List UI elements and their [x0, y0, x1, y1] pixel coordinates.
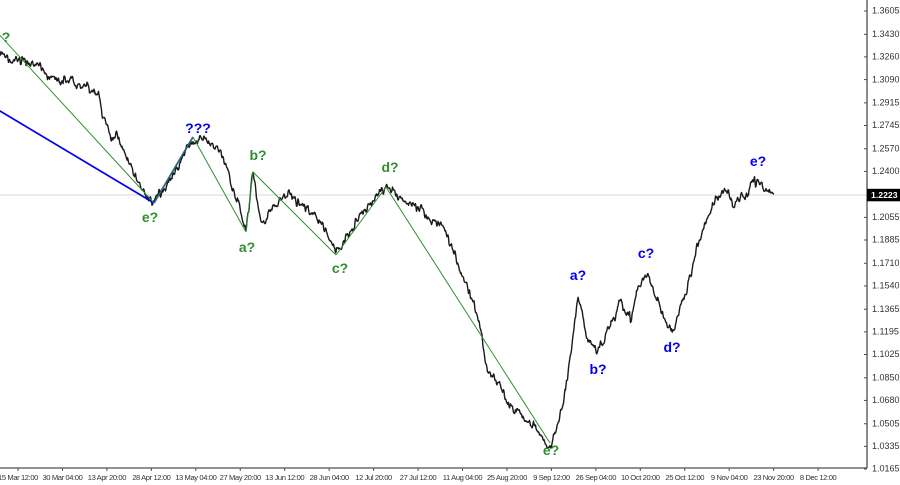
svg-text:1.0850: 1.0850: [872, 373, 900, 383]
svg-text:23 Nov 20:00: 23 Nov 20:00: [753, 473, 794, 482]
svg-text:9 Sep 12:00: 9 Sep 12:00: [533, 473, 570, 482]
svg-text:1.1885: 1.1885: [872, 235, 900, 245]
svg-text:1.2915: 1.2915: [872, 98, 900, 108]
svg-text:?: ?: [2, 29, 11, 45]
svg-text:1.1365: 1.1365: [872, 304, 900, 314]
svg-text:27 Jul 12:00: 27 Jul 12:00: [400, 473, 437, 482]
svg-text:1.0165: 1.0165: [872, 464, 900, 474]
svg-text:d?: d?: [663, 339, 680, 355]
svg-text:a?: a?: [239, 239, 255, 255]
svg-text:1.2570: 1.2570: [872, 144, 900, 154]
svg-text:c?: c?: [332, 260, 348, 276]
svg-text:27 May 20:00: 27 May 20:00: [220, 473, 261, 482]
svg-text:15 Mar 12:00: 15 Mar 12:00: [0, 473, 38, 482]
svg-text:11 Aug 04:00: 11 Aug 04:00: [443, 473, 483, 482]
svg-text:1.0680: 1.0680: [872, 395, 900, 405]
svg-text:25 Oct 12:00: 25 Oct 12:00: [665, 473, 704, 482]
svg-text:1.0505: 1.0505: [872, 418, 900, 428]
svg-text:1.1710: 1.1710: [872, 258, 900, 268]
svg-text:28 Apr 12:00: 28 Apr 12:00: [132, 473, 170, 482]
svg-text:1.1195: 1.1195: [872, 327, 899, 337]
svg-text:1.2223: 1.2223: [871, 190, 898, 200]
svg-text:26 Sep 04:00: 26 Sep 04:00: [576, 473, 617, 482]
svg-text:10 Oct 20:00: 10 Oct 20:00: [621, 473, 660, 482]
svg-text:13 May 04:00: 13 May 04:00: [175, 473, 216, 482]
svg-text:e?: e?: [750, 153, 766, 169]
svg-text:1.3090: 1.3090: [872, 74, 900, 84]
svg-text:1.2400: 1.2400: [872, 166, 900, 176]
svg-text:1.3260: 1.3260: [872, 52, 900, 62]
svg-text:e?: e?: [142, 209, 158, 225]
svg-text:1.2745: 1.2745: [872, 120, 900, 130]
svg-text:1.1540: 1.1540: [872, 281, 900, 291]
svg-text:c?: c?: [638, 245, 654, 261]
svg-text:1.1025: 1.1025: [872, 349, 900, 359]
svg-text:12 Jul 20:00: 12 Jul 20:00: [355, 473, 392, 482]
svg-text:8 Dec 12:00: 8 Dec 12:00: [800, 473, 837, 482]
svg-text:28 Jun 04:00: 28 Jun 04:00: [310, 473, 349, 482]
svg-text:1.3430: 1.3430: [872, 29, 900, 39]
svg-text:???: ???: [185, 120, 211, 136]
svg-text:e?: e?: [543, 442, 559, 458]
svg-text:13 Jun 12:00: 13 Jun 12:00: [265, 473, 304, 482]
svg-text:1.0335: 1.0335: [872, 441, 900, 451]
svg-text:13 Apr 20:00: 13 Apr 20:00: [88, 473, 126, 482]
svg-text:b?: b?: [249, 147, 266, 163]
svg-text:1.2055: 1.2055: [872, 212, 900, 222]
svg-text:1.3605: 1.3605: [872, 6, 900, 16]
svg-text:d?: d?: [381, 159, 398, 175]
svg-text:b?: b?: [589, 361, 606, 377]
svg-text:25 Aug 20:00: 25 Aug 20:00: [487, 473, 527, 482]
svg-text:9 Nov 04:00: 9 Nov 04:00: [711, 473, 748, 482]
svg-text:a?: a?: [570, 267, 586, 283]
svg-text:30 Mar 04:00: 30 Mar 04:00: [42, 473, 82, 482]
